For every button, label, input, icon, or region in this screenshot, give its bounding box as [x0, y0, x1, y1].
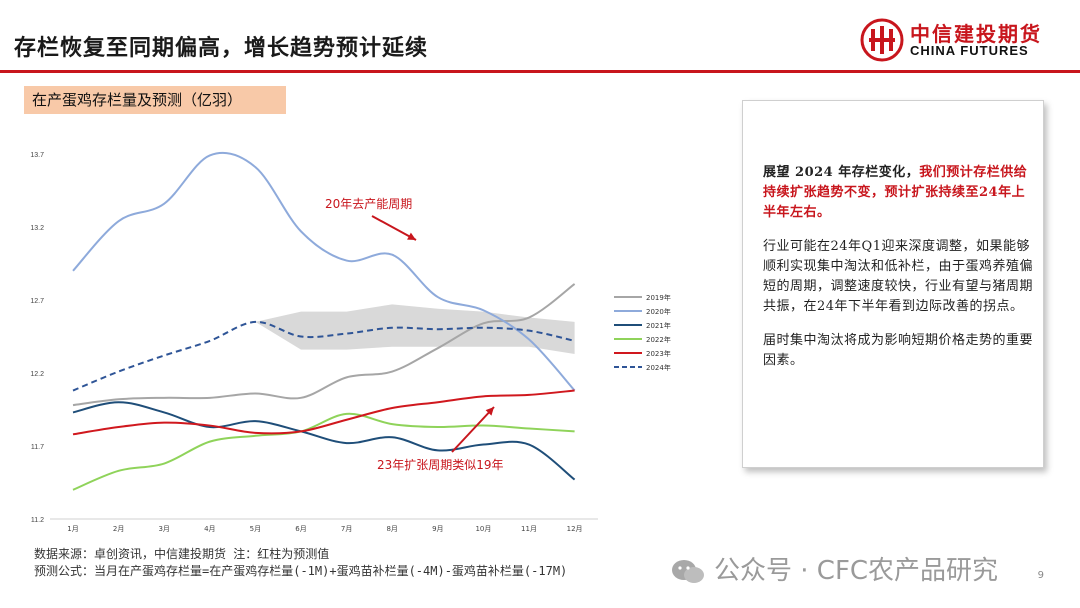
series-line — [72, 401, 576, 481]
legend-label: 2020年 — [646, 307, 671, 316]
series-line — [72, 283, 576, 407]
logo-emblem-icon — [860, 18, 904, 62]
forecast-band — [255, 304, 575, 355]
page-number: 9 — [1037, 570, 1044, 581]
x-tick-label: 2月 — [113, 525, 124, 533]
y-tick-label: 12.2 — [30, 371, 44, 378]
series-line — [72, 151, 576, 392]
legend-label: 2024年 — [646, 363, 671, 372]
series-line — [72, 320, 575, 392]
legend-label: 2019年 — [646, 293, 671, 302]
formula-line: 预测公式：当月在产蛋鸡存栏量=在产蛋鸡存栏量(-1M)+蛋鸡苗补栏量(-4M)-… — [34, 564, 568, 578]
outlook-paragraph-3: 届时集中淘汰将成为影响短期价格走势的重要因素。 — [763, 333, 1034, 368]
x-tick-label: 11月 — [521, 525, 537, 533]
wechat-icon — [672, 559, 704, 583]
series-line — [72, 389, 575, 436]
header-divider — [0, 70, 1080, 73]
annotation-arrow — [451, 406, 495, 453]
x-tick-label: 9月 — [432, 525, 443, 533]
y-tick-label: 13.7 — [30, 152, 44, 159]
watermark-text: 公众号 · CFC农产品研究 — [714, 556, 999, 586]
annotation-label: 20年去产能周期 — [325, 197, 412, 211]
chart-title-label: 在产蛋鸡存栏量及预测（亿羽） — [24, 86, 286, 114]
x-tick-label: 3月 — [158, 525, 169, 533]
company-logo: 中信建投期货 CHINA FUTURES — [860, 16, 1050, 64]
outlook-lead: 展望 2024 年存栏变化， — [763, 165, 920, 180]
annotation-arrow — [371, 215, 417, 241]
page-title: 存栏恢复至同期偏高，增长趋势预计延续 — [14, 36, 429, 61]
annotation-arrowhead — [485, 407, 494, 416]
source-line: 数据来源：卓创资讯，中信建投期货 注：红柱为预测值 — [34, 547, 330, 561]
x-tick-label: 7月 — [341, 525, 352, 533]
series-line — [72, 412, 575, 491]
outlook-paragraph-2: 行业可能在24年Q1迎来深度调整，如果能够顺利实现集中淘汰和低补栏，由于蛋鸡养殖… — [763, 239, 1034, 314]
source-notes: 数据来源：卓创资讯，中信建投期货 注：红柱为预测值 预测公式：当月在产蛋鸡存栏量… — [34, 546, 567, 580]
annotation-label: 23年扩张周期类似19年 — [377, 458, 504, 472]
legend-label: 2021年 — [646, 321, 671, 330]
wechat-watermark: 公众号 · CFC农产品研究 — [670, 550, 998, 587]
outlook-text-box: 展望 2024 年存栏变化，我们预计存栏供给持续扩张趋势不变，预计扩张持续至24… — [742, 100, 1044, 468]
x-tick-label: 5月 — [250, 525, 261, 533]
legend-label: 2023年 — [646, 349, 671, 358]
y-tick-label: 13.2 — [30, 225, 44, 232]
outlook-highlight: 我们预计存栏供给持续扩张趋势不变，预计扩张持续至24年上半年左右。 — [763, 165, 1028, 220]
y-tick-label: 11.2 — [31, 517, 44, 524]
logo-chinese-name: 中信建投期货 — [910, 22, 1042, 46]
y-tick-label: 11.7 — [31, 444, 44, 451]
outlook-paragraph-1: 展望 2024 年存栏变化，我们预计存栏供给持续扩张趋势不变，预计扩张持续至24… — [763, 163, 1033, 223]
x-tick-label: 12月 — [567, 525, 583, 533]
x-tick-label: 10月 — [475, 525, 491, 533]
legend-label: 2022年 — [646, 335, 671, 344]
x-tick-label: 8月 — [386, 525, 397, 533]
y-tick-label: 12.7 — [30, 298, 44, 305]
x-tick-label: 4月 — [204, 525, 215, 533]
x-tick-label: 6月 — [295, 525, 306, 533]
annotation-arrowhead — [407, 232, 416, 240]
x-tick-label: 1月 — [67, 525, 78, 533]
logo-english-name: CHINA FUTURES — [910, 43, 1029, 58]
